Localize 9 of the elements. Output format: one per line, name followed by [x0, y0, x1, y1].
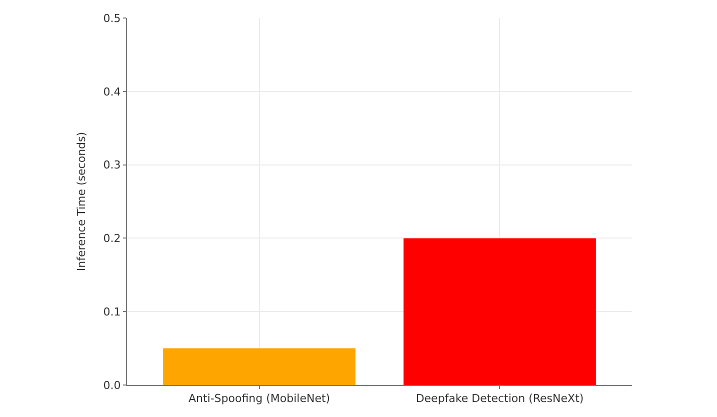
- y-tick-label: 0.5: [103, 12, 121, 25]
- x-tick-label: Anti-Spoofing (MobileNet): [188, 392, 330, 406]
- y-tick-label: 0.4: [103, 85, 121, 98]
- y-axis-title: Inference Time (seconds): [74, 132, 88, 272]
- y-tick-label: 0.0: [103, 378, 121, 392]
- y-tick-label: 0.3: [103, 158, 121, 172]
- x-tick-label: Deepfake Detection (ResNeXt): [416, 392, 584, 406]
- y-tick-label: 0.2: [103, 232, 121, 246]
- y-tick-label: 0.1: [103, 305, 121, 318]
